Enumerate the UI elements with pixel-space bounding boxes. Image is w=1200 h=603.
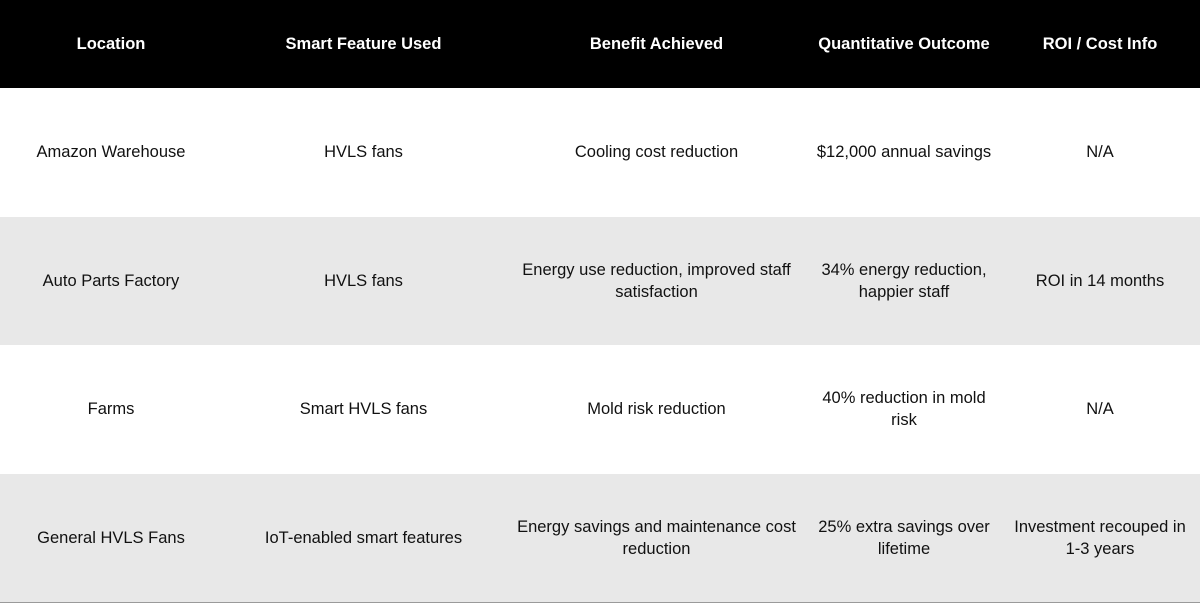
column-header-location: Location — [76, 34, 146, 53]
cell-location: Auto Parts Factory — [42, 271, 180, 290]
cell-smart-feature: HVLS fans — [324, 271, 403, 290]
table-row: Auto Parts Factory HVLS fans Energy use … — [0, 216, 1200, 345]
cell-quantitative-outcome: 25% extra savings over lifetime — [818, 517, 990, 558]
cell-smart-feature: IoT-enabled smart features — [264, 528, 463, 547]
cell-quantitative-outcome: $12,000 annual savings — [816, 143, 992, 162]
cell-benefit: Cooling cost reduction — [574, 143, 739, 162]
cell-quantitative-outcome: 40% reduction in mold risk — [822, 389, 986, 430]
cell-location: Farms — [87, 400, 135, 419]
cell-benefit: Mold risk reduction — [587, 400, 726, 419]
cell-roi: Investment recouped in 1-3 years — [1014, 517, 1186, 558]
cell-roi: N/A — [1086, 400, 1114, 419]
cell-location: Amazon Warehouse — [36, 143, 186, 162]
column-header-roi: ROI / Cost Info — [1042, 34, 1158, 53]
column-header-quantitative-outcome: Quantitative Outcome — [818, 34, 990, 53]
column-header-benefit: Benefit Achieved — [589, 34, 724, 53]
table-row: Amazon Warehouse HVLS fans Cooling cost … — [0, 88, 1200, 217]
table-row: General HVLS Fans IoT-enabled smart feat… — [0, 473, 1200, 602]
column-header-smart-feature: Smart Feature Used — [285, 34, 442, 53]
cell-location: General HVLS Fans — [37, 528, 185, 547]
cell-smart-feature: HVLS fans — [324, 143, 403, 162]
cell-smart-feature: Smart HVLS fans — [299, 400, 428, 419]
table-header-row: Location Smart Feature Used Benefit Achi… — [0, 0, 1200, 88]
cell-quantitative-outcome: 34% energy reduction, happier staff — [821, 260, 987, 301]
cell-benefit: Energy savings and maintenance cost redu… — [517, 517, 796, 558]
cell-benefit: Energy use reduction, improved staff sat… — [522, 260, 791, 301]
table-row: Farms Smart HVLS fans Mold risk reductio… — [0, 345, 1200, 474]
cell-roi: N/A — [1086, 143, 1114, 162]
cell-roi: ROI in 14 months — [1035, 271, 1165, 290]
